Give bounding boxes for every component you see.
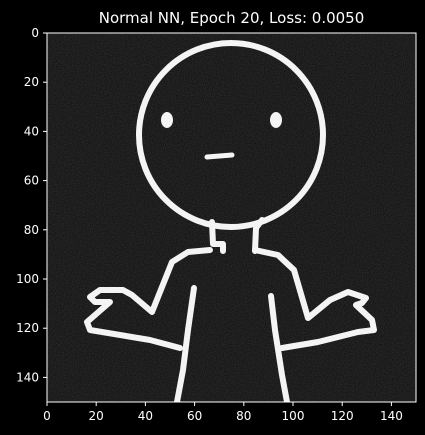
- y-tick-label: 120: [16, 321, 39, 335]
- figure-left-eye: [161, 112, 173, 128]
- plot-area: [47, 33, 416, 402]
- image-noise: [47, 33, 416, 402]
- x-tick-label: 100: [282, 409, 305, 423]
- y-tick-label: 60: [24, 174, 39, 188]
- figure-mouth: [207, 155, 232, 157]
- y-tick-label: 40: [24, 124, 39, 138]
- y-axis: 0 20 40 60 80 100 120 140: [16, 26, 47, 384]
- x-tick-label: 0: [43, 409, 51, 423]
- y-tick-label: 100: [16, 272, 39, 286]
- x-axis: 0 20 40 60 80 100 120 140: [43, 402, 403, 423]
- y-tick-label: 140: [16, 370, 39, 384]
- y-tick-label: 0: [31, 26, 39, 40]
- x-tick-label: 80: [236, 409, 251, 423]
- y-tick-label: 20: [24, 75, 39, 89]
- y-tick-label: 80: [24, 223, 39, 237]
- x-tick-label: 140: [380, 409, 403, 423]
- x-tick-label: 40: [138, 409, 153, 423]
- x-tick-label: 20: [89, 409, 104, 423]
- chart-title: Normal NN, Epoch 20, Loss: 0.0050: [99, 9, 365, 27]
- figure-right-eye: [270, 112, 282, 128]
- x-tick-label: 120: [331, 409, 354, 423]
- x-tick-label: 60: [187, 409, 202, 423]
